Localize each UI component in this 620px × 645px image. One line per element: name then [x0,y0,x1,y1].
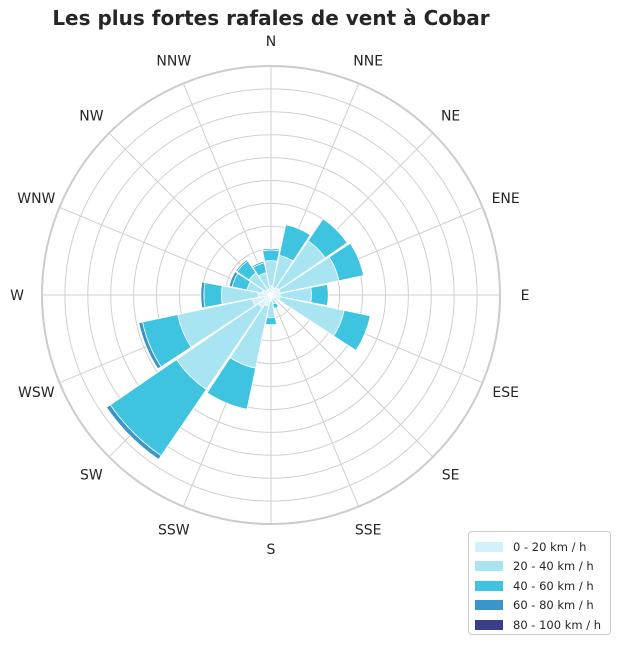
legend-label: 0 - 20 km / h [513,539,587,554]
direction-label-n: N [266,34,276,50]
legend-swatch [475,600,503,611]
legend-item: 60 - 80 km / h [475,596,604,616]
legend-swatch [475,580,503,591]
legend-item: 20 - 40 km / h [475,557,604,577]
wind-bar-n-band-2 [262,249,280,262]
wind-bar-w-band-2 [203,282,223,308]
wind-bar-nw-band-3 [235,259,249,273]
wind-bar-nne-band-2 [278,224,311,262]
grid-spoke [270,294,434,458]
direction-label-se: SE [442,468,460,484]
legend-label: 20 - 40 km / h [513,559,594,574]
wind-bar-ese-band-2 [333,309,371,352]
legend-swatch [475,561,503,572]
legend-item: 40 - 60 km / h [475,576,604,596]
direction-labels: N NNE NE ENE E ESE SE SSE S SSW SW WSW W WNW NW NNW [10,34,529,558]
legend: 0 - 20 km / h 20 - 40 km / h 40 - 60 km / … [468,531,611,635]
legend-label: 40 - 60 km / h [513,578,594,593]
legend-swatch [475,619,503,630]
chart-title: Les plus fortes rafales de vent à Cobar [52,6,489,30]
direction-label-s: S [267,542,276,558]
direction-label-nw: NW [79,108,103,124]
direction-label-sw: SW [80,468,103,484]
legend-label: 60 - 80 km / h [513,598,594,613]
wind-bar-sw-band-3 [105,404,162,461]
wind-bar-e-band-2 [310,283,329,307]
wind-bar-ssw-band-2 [206,357,257,410]
direction-label-w: W [10,288,24,304]
wind-bar-ene-band-2 [328,242,365,282]
direction-label-wsw: WSW [18,385,55,401]
legend-item: 0 - 20 km / h [475,537,604,557]
wind-bar-ne-band-2 [307,218,348,259]
legend-item: 80 - 100 km / h [475,615,604,635]
wind-bar-wsw-band-3 [138,321,162,370]
wind-bars [105,218,371,461]
wind-bar-nnw-band-3 [251,260,265,269]
wind-bar-w-band-3 [200,281,206,309]
grid-spoke [182,83,272,296]
direction-label-e: E [521,288,530,304]
wind-bar-n-band-3 [261,248,281,252]
direction-label-nne: NNE [353,53,383,69]
wind-bar-s-band-2 [265,317,277,326]
direction-label-ne: NE [441,108,460,124]
grid-spoke [270,294,360,507]
direction-label-wnw: WNW [17,191,55,207]
direction-label-ssw: SSW [158,523,190,539]
direction-label-ese: ESE [492,385,519,401]
wind-bar-wnw-band-3 [228,271,239,288]
direction-label-sse: SSE [355,523,382,539]
direction-label-ene: ENE [492,191,520,207]
direction-label-nnw: NNW [156,53,191,69]
legend-label: 80 - 100 km / h [513,617,602,632]
legend-swatch [475,541,503,552]
